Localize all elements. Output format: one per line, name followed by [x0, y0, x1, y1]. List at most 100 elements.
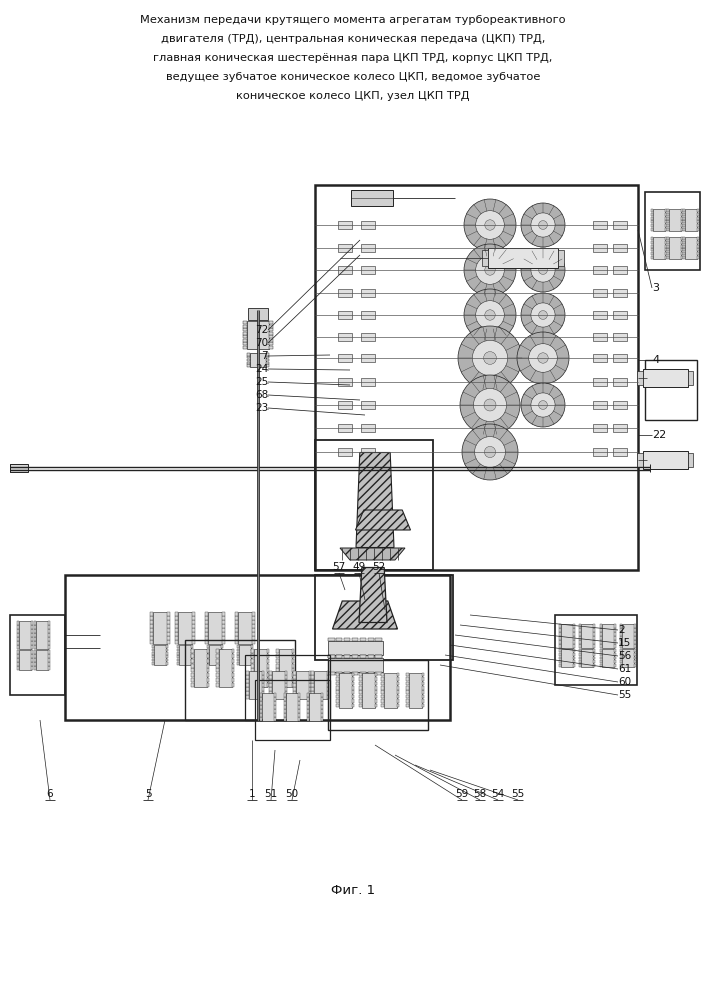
Bar	[667, 213, 669, 216]
Bar	[151, 624, 153, 628]
Circle shape	[464, 199, 516, 251]
Bar	[222, 640, 225, 644]
Bar	[620, 644, 622, 648]
Bar	[397, 690, 399, 694]
Bar	[260, 701, 262, 705]
Bar	[579, 649, 581, 652]
Bar	[593, 333, 607, 341]
Circle shape	[529, 344, 557, 372]
Bar	[697, 245, 699, 248]
Bar	[235, 624, 238, 628]
Bar	[614, 660, 617, 663]
Bar	[614, 636, 617, 640]
Bar	[235, 628, 238, 632]
Bar	[293, 695, 296, 699]
Circle shape	[521, 248, 565, 292]
Bar	[614, 657, 617, 659]
Bar	[31, 633, 33, 637]
Bar	[683, 217, 685, 220]
Circle shape	[521, 203, 565, 247]
Bar	[260, 717, 262, 721]
Bar	[31, 645, 33, 649]
Text: 7: 7	[262, 351, 268, 361]
Bar	[252, 640, 255, 644]
Text: 1: 1	[249, 789, 255, 799]
Text: ведущее зубчатое коническое колесо ЦКП, ведомое зубчатое: ведущее зубчатое коническое колесо ЦКП, …	[166, 72, 540, 82]
Bar	[613, 333, 627, 341]
Bar	[613, 354, 627, 362]
Bar	[315, 440, 433, 570]
Bar	[406, 682, 409, 685]
Bar	[243, 321, 247, 324]
Bar	[634, 649, 636, 652]
Bar	[573, 664, 575, 667]
Circle shape	[484, 446, 496, 458]
Bar	[48, 637, 50, 641]
Bar	[397, 695, 399, 698]
Bar	[31, 658, 33, 662]
Bar	[17, 629, 19, 633]
Bar	[579, 660, 581, 663]
Bar	[381, 695, 383, 698]
Bar	[251, 645, 253, 648]
Bar	[593, 378, 607, 386]
Bar	[620, 628, 622, 632]
Bar	[192, 640, 194, 644]
Bar	[207, 652, 209, 655]
Circle shape	[484, 399, 496, 411]
Circle shape	[485, 265, 495, 275]
Bar	[166, 655, 168, 658]
Bar	[274, 709, 276, 713]
Bar	[251, 654, 254, 658]
Bar	[321, 717, 323, 721]
Bar	[231, 668, 234, 672]
Bar	[298, 709, 300, 713]
Bar	[307, 709, 309, 713]
Bar	[669, 237, 681, 259]
Bar	[634, 653, 636, 656]
Bar	[276, 668, 279, 672]
Bar	[687, 371, 693, 385]
Bar	[573, 632, 575, 636]
Polygon shape	[340, 548, 405, 560]
Bar	[665, 241, 667, 244]
Bar	[651, 237, 653, 240]
Bar	[231, 654, 234, 658]
Bar	[206, 612, 208, 616]
Bar	[620, 624, 622, 628]
Bar	[613, 424, 627, 432]
Bar	[397, 677, 399, 681]
Bar	[620, 660, 622, 663]
Bar	[191, 655, 193, 658]
Bar	[231, 659, 234, 663]
Bar	[284, 671, 287, 675]
Bar	[361, 289, 375, 297]
Bar	[338, 311, 352, 319]
Bar	[17, 650, 19, 654]
Bar	[311, 683, 313, 687]
Bar	[613, 448, 627, 456]
Bar	[284, 683, 287, 687]
Bar	[31, 621, 33, 625]
Bar	[308, 675, 311, 679]
Bar	[361, 333, 375, 341]
Bar	[252, 632, 255, 636]
Bar	[246, 695, 248, 699]
Bar	[34, 662, 36, 666]
Bar	[579, 640, 581, 644]
Bar	[269, 335, 273, 338]
Bar	[421, 682, 423, 685]
Bar	[251, 662, 253, 665]
Bar	[683, 209, 685, 212]
Bar	[308, 679, 311, 683]
Bar	[216, 664, 218, 668]
Bar	[175, 640, 178, 644]
Bar	[360, 655, 366, 658]
Bar	[338, 354, 352, 362]
Bar	[48, 666, 50, 670]
Bar	[206, 649, 209, 653]
Bar	[620, 636, 622, 640]
Bar	[653, 209, 665, 231]
Bar	[247, 362, 250, 364]
Bar	[681, 220, 683, 223]
